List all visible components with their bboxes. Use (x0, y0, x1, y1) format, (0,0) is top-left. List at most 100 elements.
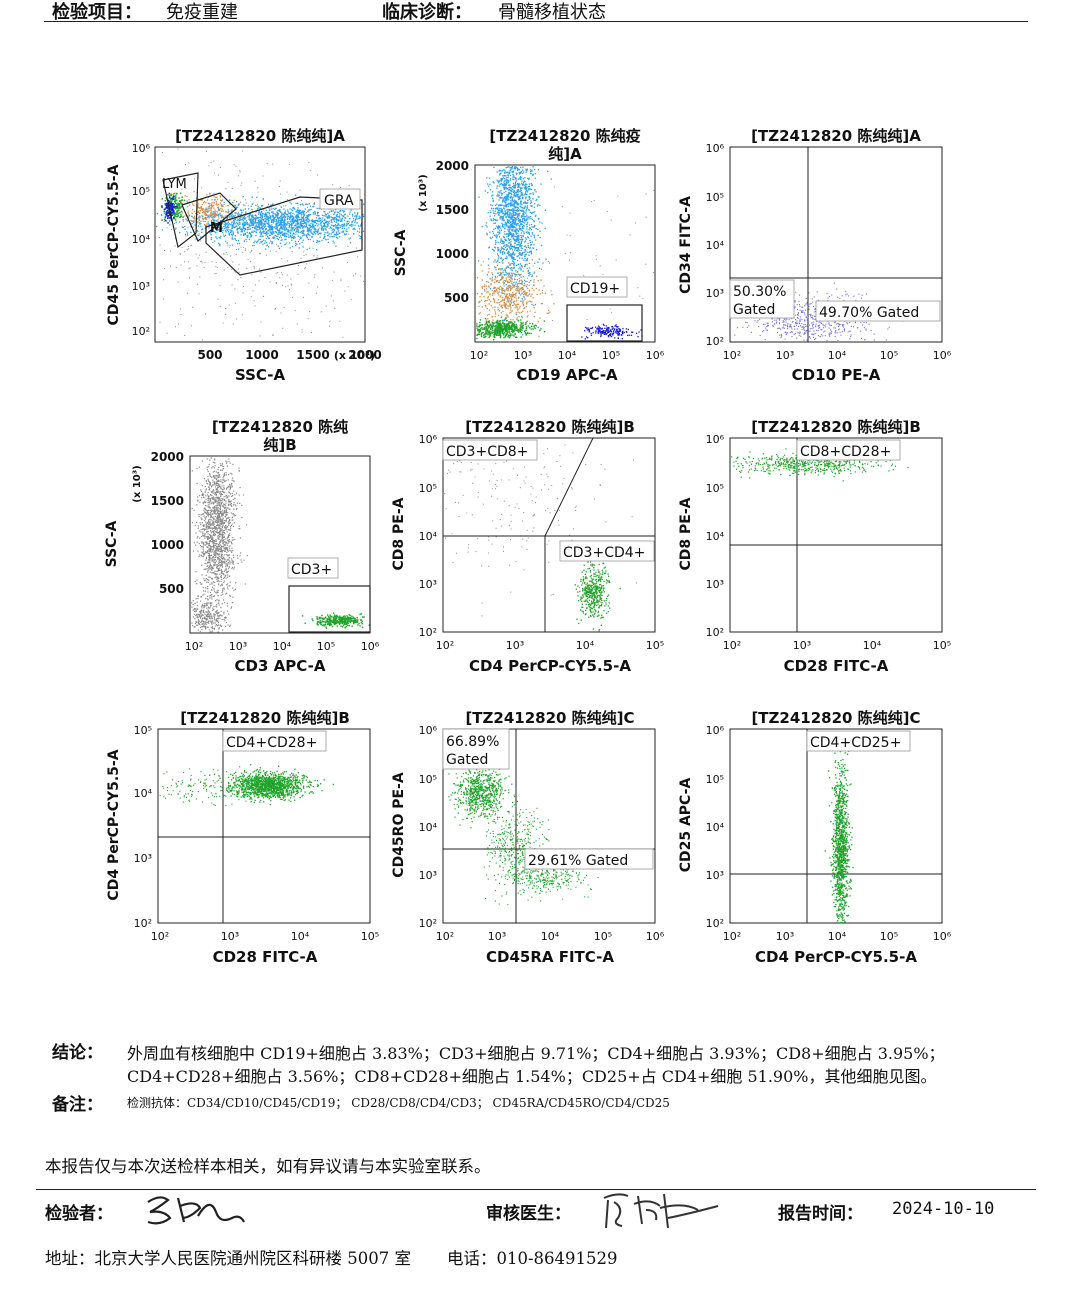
y-ticks: 10⁶ 10⁵ 10⁴ 10³ 10² (706, 724, 725, 930)
gate-label-m: M (210, 221, 223, 236)
report-date: 2024-10-10 (892, 1199, 995, 1219)
report-time-label: 报告时间： (778, 1204, 863, 1224)
conclusion-label: 结论： (52, 1043, 103, 1063)
x-ticks: 10² 10³ 10⁴ 10⁵ 10⁶ (723, 930, 952, 943)
x-unit: (x 10³) (334, 349, 375, 362)
svg-text:10⁴: 10⁴ (132, 233, 151, 246)
plot-cd4-cd28: [TZ2412820 陈纯纯]B 10⁵ 10⁴ 10³ 10² 10² 10³… (106, 709, 379, 966)
x-axis-label: SSC-A (235, 366, 286, 384)
svg-text:1500: 1500 (296, 348, 329, 362)
quad-label-ur: 49.70% Gated (819, 305, 919, 321)
svg-text:10⁵: 10⁵ (132, 185, 150, 198)
x-ticks: 10² 10³ 10⁴ 10⁵ 10⁶ (436, 930, 665, 943)
y-ticks: 10⁶ 10⁵ 10⁴ 10³ 10² (706, 142, 725, 348)
plot-title: [TZ2412820 陈纯纯]A (175, 127, 345, 145)
y-axis-label: SSC-A (104, 520, 120, 567)
svg-text:500: 500 (444, 291, 469, 305)
gate-label-cd4cd25: CD4+CD25+ (810, 735, 901, 751)
svg-text:1000: 1000 (436, 247, 469, 261)
x-ticks: 10² 10³ 10⁴ 10⁵ (723, 639, 951, 652)
y-axis-label: CD25 APC-A (678, 778, 694, 873)
x-axis-label: CD4 PerCP-CY5.5-A (755, 948, 917, 966)
y-axis-label: CD8 PE-A (678, 497, 694, 570)
note-text: 检测抗体：CD34/CD10/CD45/CD19； CD28/CD8/CD4/C… (127, 1096, 670, 1110)
gate-label-cd3cd8: CD3+CD8+ (446, 444, 528, 460)
x-ticks: 10² 10³ 10⁴ 10⁵ 10⁶ (185, 640, 380, 653)
plot-title: [TZ2412820 陈纯纯]B (465, 418, 635, 436)
gate-label-cd3cd4: CD3+CD4+ (563, 545, 645, 561)
disclaimer-text: 本报告仅与本次送检样本相关，如有异议请与本实验室联系。 (45, 1157, 491, 1176)
plot-ssc-cd19: [TZ2412820 陈纯疫 纯]A 2000 1500 1000 500 (x… (393, 127, 665, 384)
plot-title: [TZ2412820 陈纯纯]B (180, 709, 350, 727)
y-ticks: 10⁶ 10⁵ 10⁴ 10³ 10² (419, 433, 438, 639)
tester-signature (147, 1196, 245, 1225)
svg-text:10⁵: 10⁵ (602, 349, 620, 362)
plot-title: [TZ2412820 陈纯纯]C (465, 709, 634, 727)
diagnosis-value: 骨髓移植状态 (498, 2, 606, 23)
y-unit: (x 10³) (132, 465, 143, 502)
plot-title: [TZ2412820 陈纯纯]B (751, 418, 921, 436)
svg-text:10³: 10³ (514, 349, 532, 362)
x-axis-label: CD3 APC-A (235, 657, 326, 675)
report-header: 检验项目： 免疫重建 临床诊断： 骨髓移植状态 (44, 0, 1028, 23)
svg-text:10³: 10³ (132, 280, 150, 293)
footer-divider (36, 1189, 1036, 1190)
y-ticks: 10⁶ 10⁵ 10⁴ 10³ 10² (419, 724, 438, 930)
y-ticks: 10⁵ 10⁴ 10³ 10² (134, 724, 153, 930)
address-text: 地址：北京大学人民医院通州院区科研楼 5007 室 (45, 1249, 411, 1268)
gate-label-lym: LYM (162, 177, 187, 192)
plot-cd34-cd10: [TZ2412820 陈纯纯]A 10⁶ 10⁵ 10⁴ 10³ 10² 10²… (678, 127, 952, 384)
quad-label-lr: 29.61% Gated (528, 853, 628, 869)
plot-title: [TZ2412820 陈纯纯]C (751, 709, 920, 727)
y-axis-label: CD45 PerCP-CY5.5-A (106, 164, 122, 325)
y-axis-label: CD4 PerCP-CY5.5-A (106, 749, 122, 900)
reviewer-label: 审核医生： (486, 1204, 571, 1224)
svg-text:1500: 1500 (436, 203, 469, 217)
plot-title: [TZ2412820 陈纯 (212, 418, 348, 436)
gate-cd3 (288, 585, 371, 633)
quad-label-ul: 50.30% Gated (733, 284, 786, 318)
plot-title: [TZ2412820 陈纯疫 (489, 127, 640, 145)
x-ticks: 10² 10³ 10⁴ 10⁵ 10⁶ (470, 349, 665, 362)
gate-label-cd3: CD3+ (291, 562, 332, 578)
tester-label: 检验者： (45, 1204, 113, 1224)
y-axis-label: CD8 PE-A (391, 497, 407, 570)
test-item-label: 检验项目： (52, 2, 142, 23)
x-ticks: 10² 10³ 10⁴ 10⁵ (151, 930, 379, 943)
plot-cd45ro-cd45ra: [TZ2412820 陈纯纯]C 10⁶ 10⁵ 10⁴ 10³ 10² 10²… (391, 709, 665, 966)
note-label: 备注： (52, 1095, 103, 1115)
y-ticks: 10⁶ 10⁵ 10⁴ 10³ 10² (706, 433, 725, 639)
gate-label-cd8cd28: CD8+CD28+ (800, 444, 891, 460)
y-ticks: 2000 1500 1000 500 (436, 159, 469, 305)
gate-m (181, 192, 237, 242)
x-axis-label: CD45RA FITC-A (486, 948, 614, 966)
plot-cd45-ssc: [TZ2412820 陈纯纯]A 10⁶ 10⁵ 10⁴ 10³ 10² 500… (106, 127, 382, 384)
gate-lym (162, 172, 199, 249)
reviewer-signature (603, 1193, 719, 1229)
diagnosis-label: 临床诊断： (382, 2, 472, 23)
address-line: 地址：北京大学人民医院通州院区科研楼 5007 室 电话：010-86491529 (45, 1245, 618, 1269)
x-axis-label: CD19 APC-A (516, 366, 618, 384)
plot-title-line2: 纯]B (263, 436, 296, 454)
y-axis-label: CD45RO PE-A (391, 772, 407, 878)
svg-text:2000: 2000 (348, 348, 381, 362)
svg-text:10⁴: 10⁴ (558, 349, 577, 362)
y-axis-label: SSC-A (393, 229, 409, 276)
x-axis-label: CD4 PerCP-CY5.5-A (469, 657, 631, 675)
plot-cd8-cd28: [TZ2412820 陈纯纯]B 10⁶ 10⁵ 10⁴ 10³ 10² 10²… (678, 418, 951, 675)
gate-cd19 (566, 304, 643, 342)
y-axis-label: CD34 FITC-A (678, 196, 694, 294)
x-ticks: 10² 10³ 10⁴ 10⁵ 10⁶ (723, 349, 952, 362)
gate-label-gra: GRA (324, 193, 354, 209)
svg-text:10²: 10² (132, 325, 150, 338)
x-ticks: 10² 10³ 10⁴ 10⁵ (436, 639, 664, 652)
phone-text: 电话：010-86491529 (446, 1249, 618, 1268)
svg-text:10²: 10² (470, 349, 488, 362)
quad-label-ul: 66.89% Gated (446, 734, 499, 768)
svg-text:500: 500 (197, 348, 222, 362)
plot-title: [TZ2412820 陈纯纯]A (751, 127, 921, 145)
conclusion-text: 外周血有核细胞中 CD19+细胞占 3.83%；CD3+细胞占 9.71%；CD… (127, 1044, 945, 1086)
plot-title-line2: 纯]A (548, 145, 582, 163)
y-ticks: 10⁶ 10⁵ 10⁴ 10³ 10² (132, 142, 151, 338)
y-ticks: 2000 1500 1000 500 (151, 450, 184, 596)
